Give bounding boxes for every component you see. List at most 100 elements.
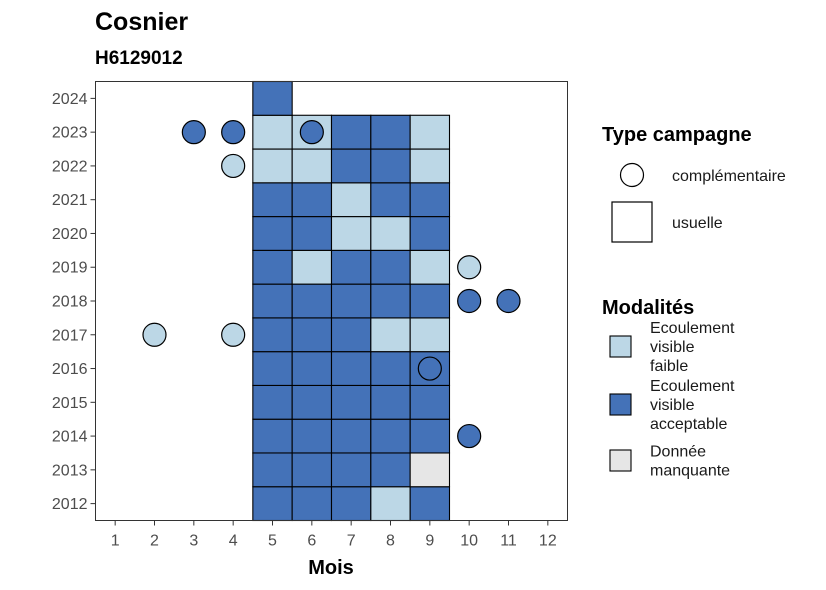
cell [370,418,411,454]
cell [252,452,293,488]
cell [409,182,451,218]
point [299,120,324,145]
cell [409,148,451,184]
point [457,255,482,280]
point [417,356,442,381]
legend-modalites: Modalités Ecoulement visible faible Ecoulem… [602,297,735,480]
cell [252,148,293,184]
cell [330,216,372,251]
x-tick-label: 5 [268,533,277,550]
cell [409,317,451,353]
legend-shape-label-0: complémentaire [672,168,786,185]
usual-cells [252,80,451,522]
x-axis-title: Mois [308,557,354,579]
cell [330,148,372,184]
cell [252,249,293,285]
cell [370,283,411,319]
legend-fill-key [609,393,632,416]
x-tick-label: 6 [307,533,316,550]
y-tick-label: 2012 [52,496,88,513]
cell [252,182,293,218]
cell [330,317,372,353]
cell [291,452,333,488]
point [221,322,246,347]
x-tick-label: 1 [111,533,120,550]
legend-fill-label: faible [650,358,688,375]
cell [330,283,372,319]
x-tick-label: 7 [347,533,356,550]
cell [370,486,411,522]
cell [370,114,411,150]
cell [330,351,372,386]
cell [291,486,333,522]
cell [252,486,293,522]
x-tick-label: 9 [425,533,434,550]
cell [370,182,411,218]
cell [409,486,451,522]
x-tick-label: 3 [189,533,198,550]
y-axis: 2012 2013 2014 2015 2016 2017 2018 2019 2020 2021… [52,91,96,513]
point [496,288,521,314]
cell [370,317,411,353]
point [142,322,167,347]
cell [370,249,411,285]
cell [370,351,411,386]
y-tick-label: 2018 [52,294,88,311]
cell [409,249,451,285]
y-tick-label: 2019 [52,260,88,277]
point [457,288,482,314]
cell [252,384,293,420]
cell [409,452,451,488]
legend-fill-label: Ecoulement [650,320,735,337]
legend-fill-label: visible [650,397,695,414]
cell [252,418,293,454]
complementary-points [142,120,521,449]
cell [409,384,451,420]
x-tick-label: 12 [539,533,557,550]
chart-title: Cosnier [95,8,188,36]
cell [330,384,372,420]
cell [409,216,451,251]
y-tick-label: 2013 [52,462,88,479]
legend-type-campagne: Type campagne complémentaire usuelle [602,124,786,243]
y-tick-label: 2017 [52,327,88,344]
point [221,120,246,145]
legend-fill-key [609,335,632,358]
cell [291,317,333,353]
cell [291,418,333,454]
chart-subtitle: H6129012 [95,48,183,69]
point [181,120,206,145]
cell [370,452,411,488]
cell [370,384,411,420]
cell [291,283,333,319]
x-tick-label: 11 [500,533,517,550]
legend-fill-label: Ecoulement [650,378,735,395]
cell [409,283,451,319]
cell [330,418,372,454]
cell [252,351,293,386]
x-axis: 1 2 3 4 5 6 7 8 9 10 11 12 [111,520,557,550]
legend-square-key [611,201,653,243]
cell [409,418,451,454]
legend-fill-label: visible [650,339,695,356]
cell [330,182,372,218]
cell [252,283,293,319]
x-tick-label: 4 [229,533,238,550]
y-tick-label: 2024 [52,91,88,108]
cell [370,216,411,251]
cell [291,249,333,285]
legend-fill-title: Modalités [602,297,694,319]
cell [330,452,372,488]
cell [252,80,293,116]
cell [291,384,333,420]
cell [409,114,451,150]
cell [252,216,293,251]
cell [370,148,411,184]
y-tick-label: 2016 [52,361,88,378]
point [457,423,482,449]
cell [252,317,293,353]
cell [291,148,333,184]
legend-shape-label-1: usuelle [672,215,723,232]
legend-fill-key [609,449,632,472]
